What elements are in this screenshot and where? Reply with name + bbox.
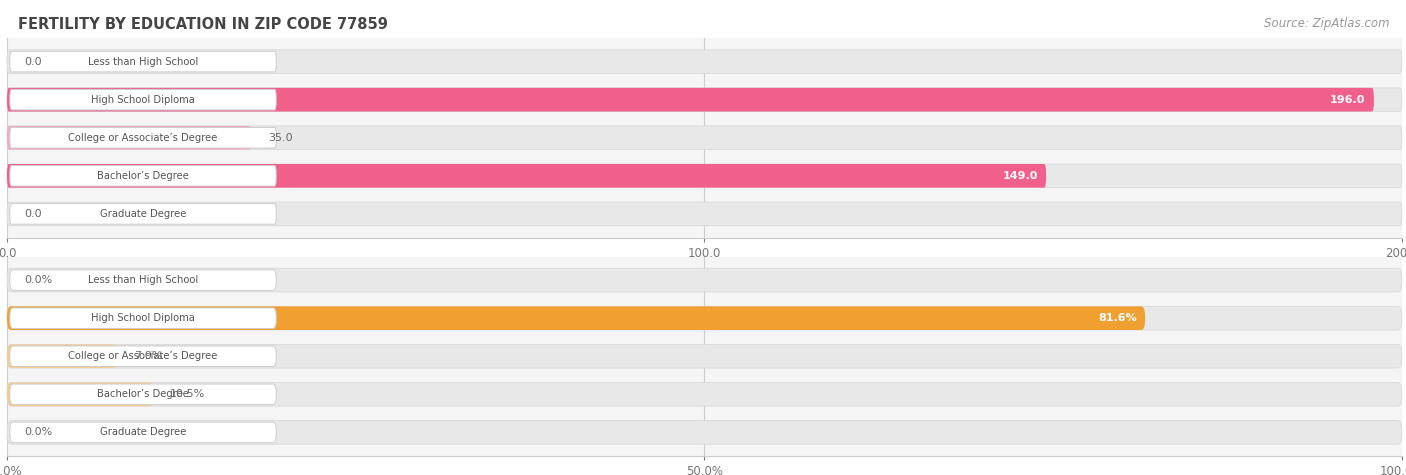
- Text: 81.6%: 81.6%: [1098, 313, 1137, 323]
- FancyBboxPatch shape: [10, 89, 276, 110]
- Text: Graduate Degree: Graduate Degree: [100, 209, 186, 219]
- Text: FERTILITY BY EDUCATION IN ZIP CODE 77859: FERTILITY BY EDUCATION IN ZIP CODE 77859: [18, 17, 388, 32]
- Text: Bachelor’s Degree: Bachelor’s Degree: [97, 390, 188, 399]
- FancyBboxPatch shape: [7, 88, 1374, 112]
- Text: Less than High School: Less than High School: [89, 57, 198, 66]
- FancyBboxPatch shape: [10, 422, 276, 443]
- Text: 196.0: 196.0: [1330, 95, 1365, 104]
- FancyBboxPatch shape: [10, 51, 276, 72]
- FancyBboxPatch shape: [7, 126, 252, 150]
- FancyBboxPatch shape: [10, 346, 276, 367]
- Text: 10.5%: 10.5%: [170, 390, 205, 399]
- FancyBboxPatch shape: [7, 382, 153, 406]
- Text: 0.0: 0.0: [24, 57, 41, 66]
- FancyBboxPatch shape: [7, 306, 1144, 330]
- Text: Less than High School: Less than High School: [89, 275, 198, 285]
- Text: Bachelor’s Degree: Bachelor’s Degree: [97, 171, 188, 181]
- FancyBboxPatch shape: [7, 382, 1402, 406]
- FancyBboxPatch shape: [7, 50, 1402, 74]
- FancyBboxPatch shape: [10, 204, 276, 224]
- FancyBboxPatch shape: [10, 166, 276, 186]
- Text: 0.0%: 0.0%: [24, 275, 52, 285]
- FancyBboxPatch shape: [10, 308, 276, 328]
- FancyBboxPatch shape: [7, 164, 1402, 188]
- Text: College or Associate’s Degree: College or Associate’s Degree: [69, 133, 218, 143]
- FancyBboxPatch shape: [10, 270, 276, 290]
- FancyBboxPatch shape: [7, 306, 1402, 330]
- Text: 7.9%: 7.9%: [134, 351, 163, 361]
- Text: College or Associate’s Degree: College or Associate’s Degree: [69, 351, 218, 361]
- FancyBboxPatch shape: [7, 202, 1402, 226]
- Text: Graduate Degree: Graduate Degree: [100, 428, 186, 437]
- FancyBboxPatch shape: [7, 344, 117, 368]
- Text: 149.0: 149.0: [1002, 171, 1038, 181]
- FancyBboxPatch shape: [10, 384, 276, 405]
- Text: High School Diploma: High School Diploma: [91, 95, 195, 104]
- FancyBboxPatch shape: [7, 164, 1046, 188]
- FancyBboxPatch shape: [7, 268, 1402, 292]
- Text: 35.0: 35.0: [269, 133, 292, 143]
- Text: 0.0%: 0.0%: [24, 428, 52, 437]
- FancyBboxPatch shape: [7, 88, 1402, 112]
- Text: High School Diploma: High School Diploma: [91, 313, 195, 323]
- Text: 0.0: 0.0: [24, 209, 41, 219]
- FancyBboxPatch shape: [7, 344, 1402, 368]
- Text: Source: ZipAtlas.com: Source: ZipAtlas.com: [1264, 17, 1389, 29]
- FancyBboxPatch shape: [10, 127, 276, 148]
- FancyBboxPatch shape: [7, 420, 1402, 444]
- FancyBboxPatch shape: [7, 126, 1402, 150]
